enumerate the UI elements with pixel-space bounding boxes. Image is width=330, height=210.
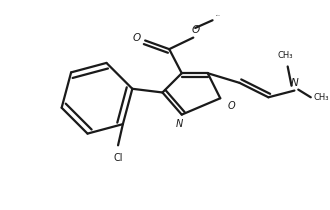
- Text: methyl: methyl: [215, 15, 220, 16]
- Text: O: O: [132, 33, 141, 43]
- Text: CH₃: CH₃: [277, 51, 292, 60]
- Text: Cl: Cl: [113, 153, 123, 163]
- Text: N: N: [176, 119, 183, 129]
- Text: O: O: [228, 101, 236, 111]
- Text: CH₃: CH₃: [314, 93, 329, 102]
- Text: N: N: [290, 78, 298, 88]
- Text: O: O: [191, 25, 199, 35]
